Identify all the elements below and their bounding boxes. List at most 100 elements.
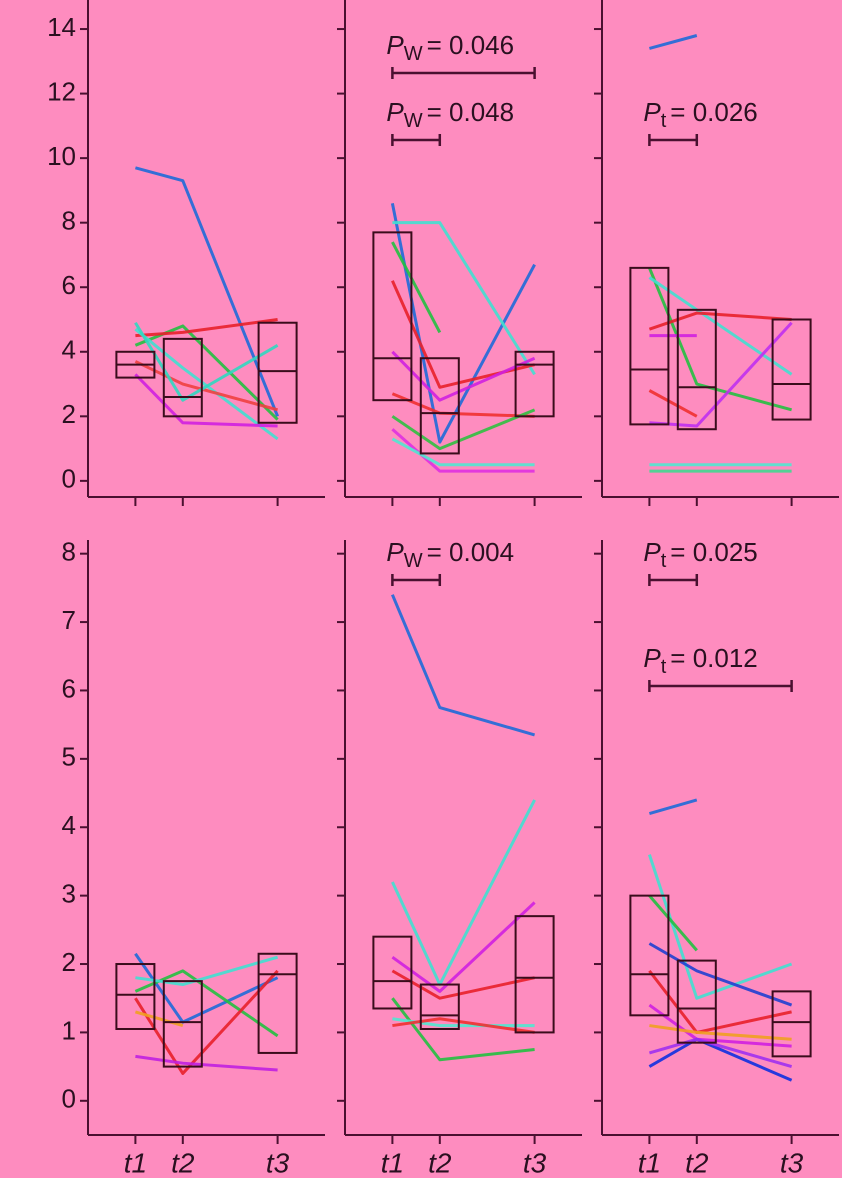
subject-line bbox=[648, 276, 793, 376]
subject-line bbox=[649, 34, 698, 50]
subject-line bbox=[648, 267, 792, 412]
y-tick-label: 4 bbox=[62, 335, 76, 365]
x-tick-label: t1 bbox=[638, 1147, 661, 1178]
x-tick-label: t3 bbox=[780, 1147, 804, 1178]
p-text: = 0.046 bbox=[427, 30, 514, 60]
subject-line bbox=[135, 166, 279, 417]
p-sub: W bbox=[404, 43, 423, 65]
y-tick-label: 2 bbox=[62, 947, 76, 977]
p-value: Pt = 0.025 bbox=[643, 537, 757, 572]
p-value: PW = 0.048 bbox=[386, 97, 514, 132]
subject-line bbox=[648, 894, 698, 952]
y-tick-label: 3 bbox=[62, 879, 76, 909]
subject-line bbox=[648, 1003, 792, 1048]
subject-line bbox=[649, 321, 793, 428]
subject-line bbox=[648, 389, 698, 418]
panel: t1 t2 t3 PW = 0.004 bbox=[337, 537, 582, 1178]
lines bbox=[390, 203, 536, 473]
subject-line bbox=[648, 798, 698, 816]
box bbox=[771, 990, 812, 1058]
subject-line bbox=[391, 969, 535, 1000]
bracket bbox=[391, 67, 536, 79]
lines bbox=[134, 166, 279, 441]
y-tick-label: 10 bbox=[47, 141, 76, 171]
p-sub: t bbox=[661, 656, 667, 678]
p-symbol: P bbox=[386, 97, 404, 127]
subject-line bbox=[391, 799, 536, 987]
subject-line bbox=[135, 1054, 278, 1072]
y-tick-label: 0 bbox=[62, 1084, 76, 1114]
p-symbol: P bbox=[643, 537, 661, 567]
subject-line bbox=[134, 360, 278, 412]
box bbox=[372, 935, 413, 1010]
x-tick-label: t2 bbox=[171, 1147, 195, 1178]
y-tick-label: 6 bbox=[62, 673, 76, 703]
subject-line bbox=[134, 373, 278, 428]
box bbox=[162, 980, 203, 1068]
p-sub: W bbox=[404, 550, 423, 572]
subject-line bbox=[134, 969, 279, 1075]
subject-line bbox=[391, 437, 535, 467]
x-tick-label: t2 bbox=[428, 1147, 452, 1178]
p-value: PW = 0.046 bbox=[386, 30, 514, 65]
panel: Pt = 0.026 bbox=[594, 0, 839, 506]
subject-line bbox=[648, 942, 793, 1007]
box bbox=[419, 357, 460, 455]
box bbox=[771, 318, 812, 421]
subject-line bbox=[391, 280, 535, 389]
p-text: = 0.004 bbox=[427, 537, 514, 567]
box bbox=[162, 337, 203, 418]
y-tick-label: 0 bbox=[62, 464, 76, 494]
subject-line bbox=[134, 324, 279, 421]
bracket bbox=[391, 574, 442, 586]
subject-line bbox=[391, 428, 535, 473]
subject-line bbox=[135, 955, 279, 987]
p-symbol: P bbox=[643, 97, 661, 127]
subject-line bbox=[134, 328, 279, 441]
subject-line bbox=[392, 221, 536, 376]
subject-line bbox=[648, 1037, 793, 1069]
p-sub: W bbox=[404, 110, 423, 132]
subject-line bbox=[134, 969, 279, 1038]
subject-line bbox=[647, 854, 793, 1000]
x-tick-label: t1 bbox=[381, 1147, 404, 1178]
subject-line bbox=[392, 1017, 535, 1028]
y-tick-label: 8 bbox=[62, 537, 76, 567]
x-tick-label: t2 bbox=[685, 1147, 709, 1178]
y-tick-label: 5 bbox=[62, 742, 76, 772]
p-value: Pt = 0.026 bbox=[643, 97, 757, 132]
p-text: = 0.026 bbox=[670, 97, 757, 127]
box bbox=[115, 963, 156, 1030]
y-tick-label: 6 bbox=[62, 270, 76, 300]
p-value: PW = 0.004 bbox=[386, 537, 514, 572]
p-text: = 0.025 bbox=[670, 537, 757, 567]
p-sub: t bbox=[661, 110, 667, 132]
p-value: Pt = 0.012 bbox=[643, 643, 757, 678]
subject-line bbox=[391, 408, 536, 451]
subject-line bbox=[391, 350, 536, 402]
lines bbox=[391, 594, 536, 1062]
bracket bbox=[648, 680, 793, 692]
box bbox=[676, 308, 717, 431]
bracket bbox=[648, 574, 699, 586]
subject-line bbox=[648, 311, 792, 331]
panel: 0 1 2 3 4 5 6 7 8 t1 t2 t3 bbox=[62, 537, 325, 1178]
subject-line bbox=[391, 997, 535, 1062]
box bbox=[419, 983, 460, 1030]
y-tick-label: 14 bbox=[47, 12, 76, 42]
p-text: = 0.048 bbox=[427, 97, 514, 127]
subject-line bbox=[649, 1024, 792, 1041]
subject-line bbox=[134, 1010, 184, 1028]
p-symbol: P bbox=[386, 537, 404, 567]
box bbox=[676, 959, 717, 1044]
y-tick-label: 12 bbox=[47, 76, 76, 106]
y-tick-label: 2 bbox=[62, 399, 76, 429]
box bbox=[629, 266, 670, 426]
x-tick-label: t1 bbox=[124, 1147, 147, 1178]
lines bbox=[647, 798, 793, 1082]
subject-line bbox=[134, 321, 279, 402]
bracket bbox=[648, 134, 699, 146]
subject-line bbox=[391, 241, 442, 334]
p-symbol: P bbox=[386, 30, 404, 60]
